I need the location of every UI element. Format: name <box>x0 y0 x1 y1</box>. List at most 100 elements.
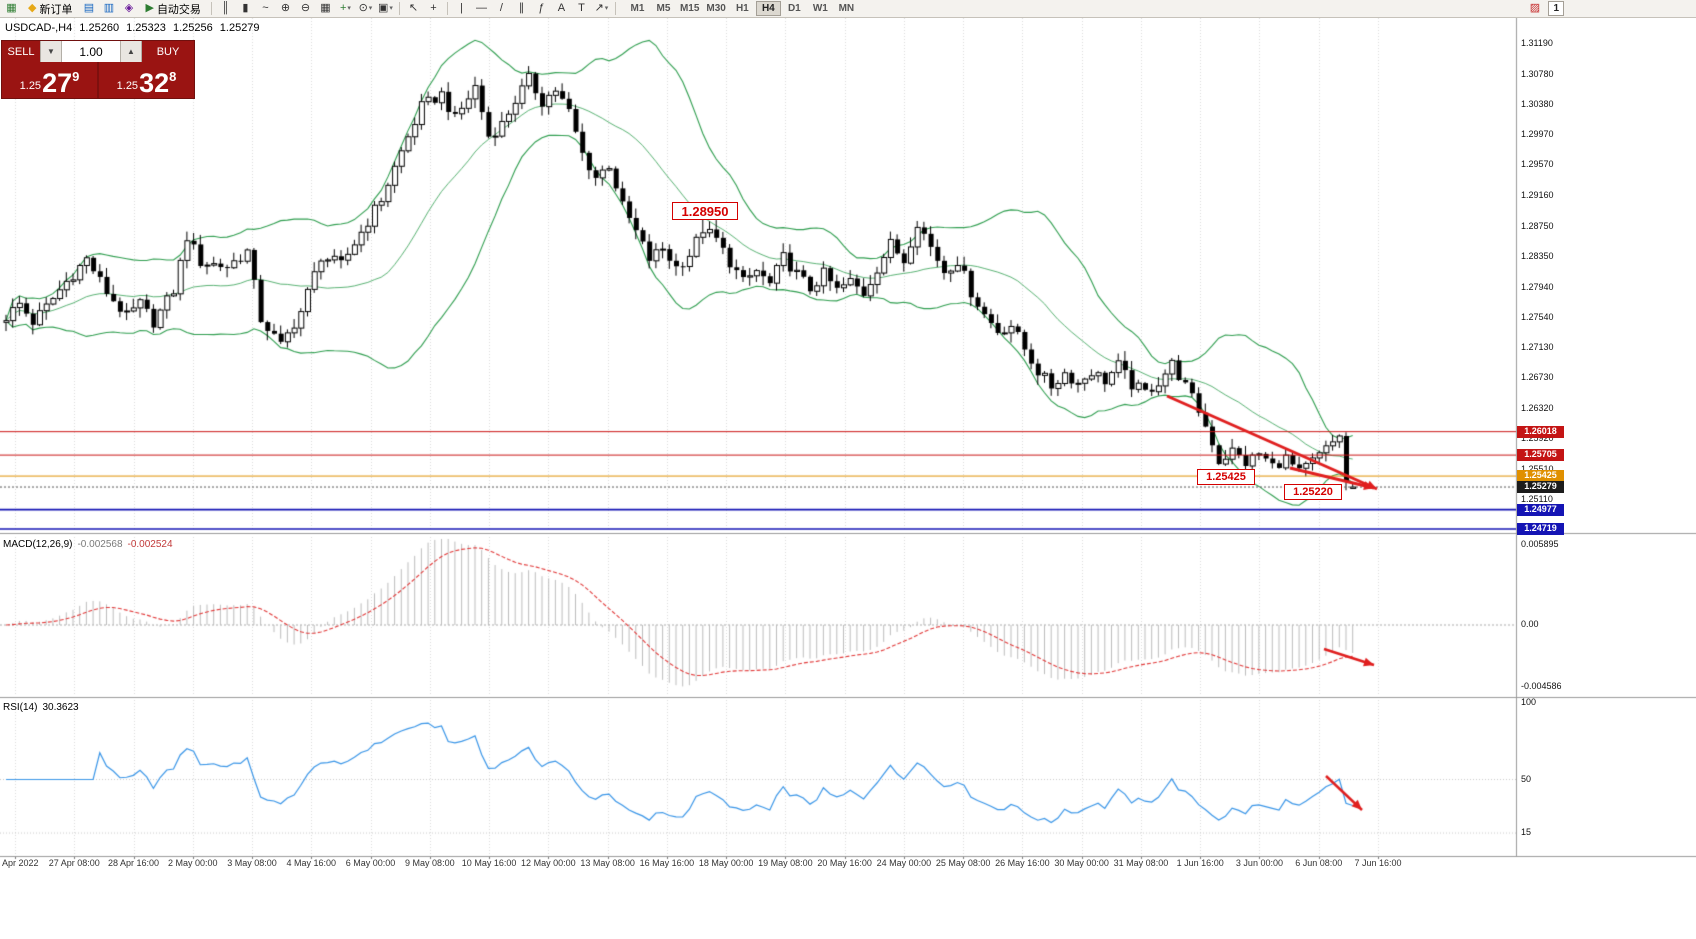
arrows-objects-icon[interactable]: ↗ ▾ <box>594 2 609 14</box>
chevron-down-icon: ▾ <box>604 5 609 12</box>
volume-input[interactable]: 1.00 <box>62 41 120 62</box>
price-scale-label: 1.28350 <box>1521 250 1554 261</box>
new-order-button[interactable]: ◆ 新订单 <box>22 0 78 17</box>
price-tag: 1.24719 <box>1517 523 1564 535</box>
price-tag: 1.25279 <box>1517 481 1564 493</box>
time-axis-label: 31 May 08:00 <box>1113 858 1169 868</box>
vertical-line-icon[interactable]: | <box>460 2 463 14</box>
price-annotation[interactable]: 1.25220 <box>1284 484 1342 500</box>
buy-price-sup: 8 <box>169 69 177 84</box>
time-axis-label: 27 Apr 08:00 <box>48 858 100 868</box>
zoom-out-icon[interactable]: ⊖ <box>300 2 311 14</box>
price-annotation[interactable]: 1.25425 <box>1197 469 1255 485</box>
toolbar-item-group: ▦ ◆ 新订单 ▤ ▥ ◈ ▶ 自动交易 ║ ▮ ~ ⊕ ⊖ ▦ + ▾ ⊙ ▾ ▣ ▾ ↖ + | — / ∥ ƒ A T ↗ ▾ <box>2 0 619 17</box>
templates-icon[interactable]: ▣ ▾ <box>377 2 393 14</box>
time-axis-label: 6 Jun 08:00 <box>1295 858 1343 868</box>
bar-chart-icon[interactable]: ║ <box>221 2 230 14</box>
fibonacci-icon[interactable]: ƒ <box>538 2 545 14</box>
time-axis-label: 24 May 00:00 <box>876 858 932 868</box>
timeframe-m30-button[interactable]: M30 <box>706 3 726 14</box>
price-scale-label: 1.26320 <box>1521 403 1554 413</box>
rsi-scale-label: 100 <box>1521 697 1537 707</box>
buy-price-base: 1.25 <box>116 80 139 92</box>
candlestick-chart-icon[interactable]: ▮ <box>242 2 249 14</box>
cursor-icon[interactable]: ↖ <box>408 2 419 14</box>
price-tag: 1.24977 <box>1517 503 1564 516</box>
tile-windows-icon[interactable]: ▦ <box>320 2 331 14</box>
rsi-scale-label: 50 <box>1521 773 1532 784</box>
toolbar-separator <box>614 2 616 15</box>
sell-price[interactable]: 1.25 27 9 <box>2 62 97 98</box>
timeframe-w1-button[interactable]: W1 <box>812 3 828 14</box>
timeframe-m15-button[interactable]: M15 <box>679 3 700 14</box>
time-axis-label: 9 May 08:00 <box>405 858 455 868</box>
text-icon[interactable]: A <box>557 2 566 14</box>
horizontal-line-icon[interactable]: — <box>475 2 487 14</box>
chevron-down-icon: ▾ <box>347 5 351 12</box>
time-axis-label: 4 May 16:00 <box>286 858 337 868</box>
time-axis-label: 3 Jun 00:00 <box>1235 858 1283 868</box>
new-order-button-icon: ◆ <box>28 2 37 14</box>
autotrading-button[interactable]: ▶ 自动交易 <box>139 0 206 17</box>
zoom-in-icon[interactable]: ⊕ <box>280 2 291 14</box>
rsi-value: 30.3623 <box>42 702 79 713</box>
sell-button[interactable]: SELL <box>2 41 40 62</box>
time-axis-label: 26 May 16:00 <box>995 858 1050 868</box>
trade-panel-prices: 1.25 27 9 1.25 32 8 <box>2 62 194 98</box>
timeframe-mn-button[interactable]: MN <box>838 3 855 14</box>
price-scale-label: 1.30780 <box>1521 68 1554 79</box>
crosshair-icon[interactable]: + <box>430 2 437 14</box>
buy-price-big: 32 <box>139 68 170 99</box>
toolbar-separator <box>446 2 448 15</box>
line-chart-icon[interactable]: ~ <box>262 2 269 14</box>
price-scale-label: 1.26730 <box>1521 372 1554 383</box>
trendline-icon[interactable]: / <box>499 2 503 14</box>
equidistant-channel-icon[interactable]: ∥ <box>518 2 525 14</box>
time-axis-label: 30 May 00:00 <box>1054 858 1109 868</box>
time-axis-label: 1 Jun 16:00 <box>1176 858 1224 868</box>
timeframe-h4-button[interactable]: H4 <box>755 1 781 16</box>
chart-window-icon[interactable]: ▦ <box>6 2 17 14</box>
time-axis-label: 3 May 08:00 <box>227 858 277 868</box>
indicators-icon[interactable]: + ▾ <box>339 2 351 14</box>
toolbar-separator <box>210 2 212 15</box>
symbol-period-label: USDCAD-,H4 <box>5 22 73 34</box>
rsi-scale-label: 15 <box>1521 827 1532 838</box>
price-annotation[interactable]: 1.28950 <box>672 202 738 220</box>
macd-label: MACD(12,26,9) -0.002568 -0.002524 <box>3 539 173 550</box>
periods-icon[interactable]: ⊙ ▾ <box>358 2 373 14</box>
price-tag: 1.25705 <box>1517 449 1564 461</box>
time-axis-label: 12 May 00:00 <box>521 858 576 868</box>
macd-scale-label: -0.004586 <box>1521 681 1562 692</box>
timeframe-m5-button[interactable]: M5 <box>656 3 671 14</box>
text-label-icon[interactable]: T <box>578 2 585 14</box>
time-axis-label: 25 May 08:00 <box>935 858 991 868</box>
market-watch-icon[interactable]: ▤ <box>83 2 95 14</box>
price-scale-label: 1.25110 <box>1521 493 1553 504</box>
volume-increase-button[interactable]: ▲ <box>120 41 142 62</box>
new-order-button-label: 新订单 <box>39 3 73 16</box>
trade-panel-top-row: SELL ▼ 1.00 ▲ BUY <box>2 41 194 62</box>
price-scale-label: 1.29970 <box>1521 129 1554 140</box>
timeframe-d1-button[interactable]: D1 <box>787 3 801 14</box>
price-scale-label: 1.29570 <box>1521 159 1554 170</box>
chevron-down-icon: ▾ <box>389 5 393 12</box>
timeframe-h1-button[interactable]: H1 <box>735 3 749 14</box>
rsi-name: RSI(14) <box>3 702 38 713</box>
time-axis-label: 13 May 08:00 <box>580 858 635 868</box>
timeframe-m1-button[interactable]: M1 <box>630 3 645 14</box>
stop-icon[interactable]: ▨ <box>1529 2 1541 14</box>
buy-price[interactable]: 1.25 32 8 <box>99 62 194 98</box>
volume-decrease-button[interactable]: ▼ <box>40 41 62 62</box>
toolbar: ▦ ◆ 新订单 ▤ ▥ ◈ ▶ 自动交易 ║ ▮ ~ ⊕ ⊖ ▦ + ▾ ⊙ ▾ ▣ ▾ ↖ + | — / ∥ ƒ A T ↗ ▾ M1 M… <box>0 0 1696 18</box>
macd-value-main: -0.002568 <box>77 539 123 550</box>
time-axis-label: 10 May 16:00 <box>461 858 517 868</box>
buy-button[interactable]: BUY <box>142 41 194 62</box>
data-window-icon[interactable]: ▥ <box>103 2 115 14</box>
ohlc-close: 1.25279 <box>219 22 260 34</box>
macd-scale-label: 0.005895 <box>1521 539 1559 549</box>
navigator-icon[interactable]: ◈ <box>124 2 134 14</box>
price-scale-label: 1.27940 <box>1521 281 1554 292</box>
time-axis-label: 18 May 00:00 <box>698 858 754 868</box>
